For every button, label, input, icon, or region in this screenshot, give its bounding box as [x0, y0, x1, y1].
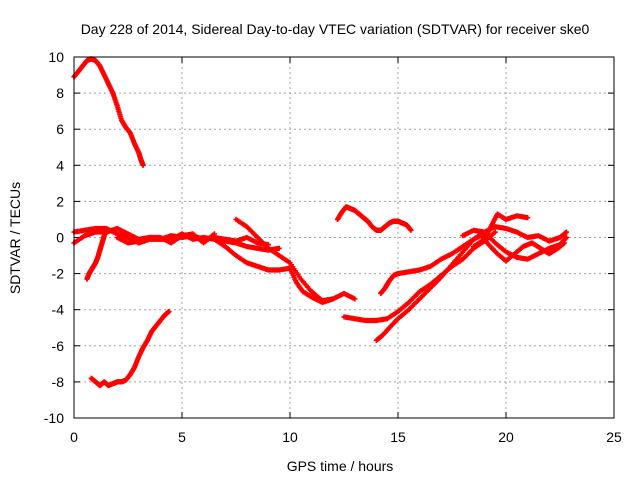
track-rise-upper	[378, 231, 487, 297]
x-tick-label: 5	[178, 429, 186, 445]
y-tick-label: -6	[52, 338, 65, 354]
track-right-cluster-c	[481, 224, 570, 244]
data-point	[563, 234, 570, 241]
data-point	[492, 229, 498, 235]
y-tick-label: 10	[48, 49, 64, 65]
y-tick-label: 2	[56, 193, 64, 209]
x-axis-label: GPS time / hours	[287, 458, 394, 474]
y-tick-label: -10	[44, 410, 64, 426]
track-top-left	[71, 56, 146, 168]
data-point	[276, 245, 282, 251]
plot-frame	[73, 56, 615, 419]
data-point	[140, 162, 146, 168]
data-point	[563, 229, 570, 235]
track-right-cluster-b	[471, 211, 531, 250]
x-tick-label: 20	[498, 429, 514, 445]
data-point	[166, 308, 172, 315]
track-bottom-left	[88, 308, 172, 389]
data-point	[561, 240, 567, 246]
y-tick-label: -8	[52, 374, 65, 390]
data-point	[563, 235, 569, 242]
data-point	[211, 231, 217, 237]
y-tick-label: 6	[56, 121, 64, 137]
data-point	[352, 296, 358, 302]
data-points	[71, 56, 570, 389]
track-rise-low	[341, 229, 498, 324]
track-mid-descent	[233, 216, 358, 304]
data-point	[525, 215, 531, 221]
x-tick-label: 10	[282, 429, 298, 445]
track-arc-top	[334, 204, 414, 233]
y-tick-label: -2	[52, 266, 65, 282]
data-point	[408, 227, 414, 233]
x-tick-label: 0	[70, 429, 78, 445]
track-lower-descent	[211, 236, 336, 306]
y-axis-label: SDTVAR / TECUs	[7, 182, 23, 294]
track-early-dip	[84, 227, 109, 282]
chart-title: Day 228 of 2014, Sidereal Day-to-day VTE…	[81, 21, 590, 37]
data-point	[330, 296, 336, 302]
track-rise-mid	[373, 229, 487, 343]
y-tick-label: 0	[56, 230, 64, 246]
y-tick-label: 4	[56, 157, 64, 173]
track-right-cluster-d	[477, 231, 567, 264]
track-near-zero-c	[114, 231, 217, 246]
y-tick-label: 8	[56, 85, 64, 101]
x-tick-label: 25	[606, 429, 622, 445]
x-tick-label: 15	[390, 429, 406, 445]
grid	[74, 57, 614, 418]
y-tick-label: -4	[52, 302, 65, 318]
